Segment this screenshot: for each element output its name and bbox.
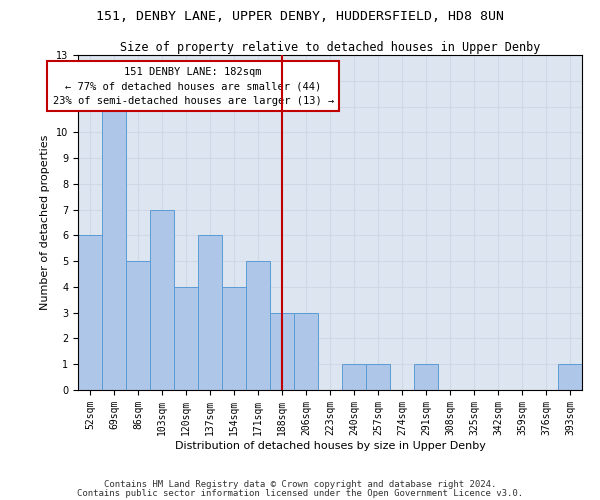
Bar	[246, 261, 270, 390]
X-axis label: Distribution of detached houses by size in Upper Denby: Distribution of detached houses by size …	[175, 440, 485, 450]
Bar	[198, 236, 222, 390]
Bar	[558, 364, 582, 390]
Y-axis label: Number of detached properties: Number of detached properties	[40, 135, 50, 310]
Text: Contains public sector information licensed under the Open Government Licence v3: Contains public sector information licen…	[77, 489, 523, 498]
Text: 151 DENBY LANE: 182sqm
← 77% of detached houses are smaller (44)
23% of semi-det: 151 DENBY LANE: 182sqm ← 77% of detached…	[53, 66, 334, 106]
Bar	[342, 364, 366, 390]
Text: Contains HM Land Registry data © Crown copyright and database right 2024.: Contains HM Land Registry data © Crown c…	[104, 480, 496, 489]
Bar	[270, 312, 294, 390]
Bar	[174, 287, 198, 390]
Text: 151, DENBY LANE, UPPER DENBY, HUDDERSFIELD, HD8 8UN: 151, DENBY LANE, UPPER DENBY, HUDDERSFIE…	[96, 10, 504, 23]
Bar	[78, 236, 102, 390]
Bar	[414, 364, 438, 390]
Bar	[102, 106, 126, 390]
Bar	[294, 312, 318, 390]
Bar	[126, 261, 150, 390]
Title: Size of property relative to detached houses in Upper Denby: Size of property relative to detached ho…	[120, 41, 540, 54]
Bar	[366, 364, 390, 390]
Bar	[222, 287, 246, 390]
Bar	[150, 210, 174, 390]
